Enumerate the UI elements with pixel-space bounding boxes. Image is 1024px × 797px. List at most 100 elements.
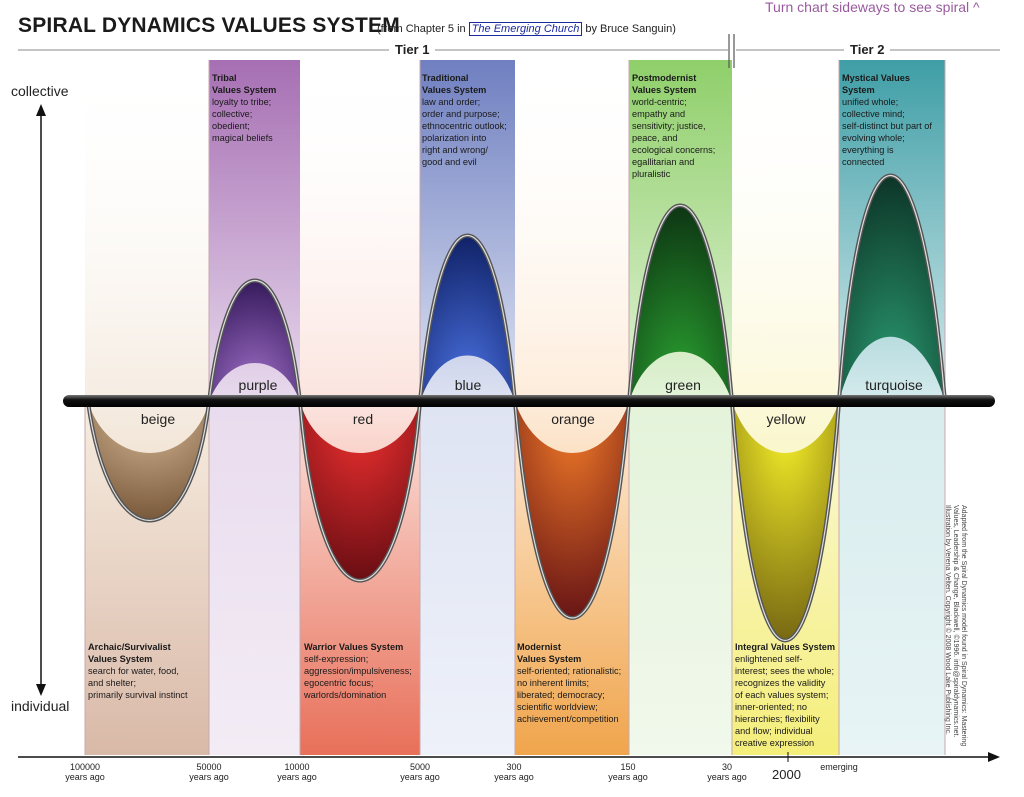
- center-rod: [63, 395, 995, 407]
- subtitle-prefix: (from Chapter 5 in: [377, 23, 469, 35]
- desc-line: self-distinct but part of: [842, 121, 932, 131]
- band-green: [629, 60, 732, 755]
- band-red: [300, 60, 420, 755]
- desc-yellow: Integral Values System enlightened self-…: [735, 641, 839, 749]
- tick-unit: years ago: [65, 772, 105, 782]
- desc-line: primarily survival instinct: [88, 690, 188, 700]
- desc-line: loyalty to tribe;: [212, 97, 272, 107]
- desc-heading: Tribal: [212, 73, 237, 83]
- desc-line: collective mind;: [842, 109, 905, 119]
- desc-purple: Tribal Values System loyalty to tribe; c…: [212, 72, 300, 144]
- credit-text: Adapted from the Spiral Dynamics model f…: [944, 505, 967, 747]
- tick-value: 150: [620, 762, 636, 772]
- desc-line: pluralistic: [632, 169, 671, 179]
- book-title-link[interactable]: The Emerging Church: [468, 22, 583, 36]
- tick-value: 100000: [69, 762, 101, 772]
- tick-unit: years ago: [400, 772, 440, 782]
- desc-line: obedient;: [212, 121, 250, 131]
- desc-heading: Warrior Values System: [304, 642, 404, 652]
- tick-30: 30 years ago: [692, 762, 762, 782]
- desc-line: ethnocentric outlook;: [422, 121, 507, 131]
- desc-line: good and evil: [422, 157, 477, 167]
- band-purple: [209, 60, 300, 755]
- desc-heading: Modernist: [517, 642, 561, 652]
- label-orange: orange: [551, 411, 595, 427]
- hump-purple: [209, 280, 300, 402]
- label-turquoise: turquoise: [865, 377, 923, 393]
- desc-heading: Mystical Values: [842, 73, 910, 83]
- desc-line: sensitivity; justice,: [632, 121, 706, 131]
- desc-line: aggression/impulsiveness;: [304, 666, 412, 676]
- tick-value: 50000: [196, 762, 222, 772]
- label-blue: blue: [454, 377, 482, 393]
- label-purple: purple: [238, 377, 278, 393]
- desc-heading: Integral Values System: [735, 642, 836, 652]
- desc-line: self-oriented; rationalistic;: [517, 666, 622, 676]
- collective-label: collective: [11, 83, 69, 99]
- band-orange: [515, 60, 629, 755]
- hump-orange: [515, 402, 629, 618]
- tick-5000: 5000 years ago: [385, 762, 455, 782]
- hump-yellow: [732, 402, 839, 641]
- subtitle-suffix: by Bruce Sanguin): [582, 23, 676, 35]
- desc-line: creative expression: [735, 738, 815, 748]
- diagram-subtitle: (from Chapter 5 in The Emerging Church b…: [377, 22, 676, 36]
- desc-heading: Values System: [632, 85, 697, 95]
- desc-line: world-centric;: [632, 97, 687, 107]
- desc-line: evolving whole;: [842, 133, 905, 143]
- desc-line: empathy and: [632, 109, 686, 119]
- band-beige: [85, 60, 209, 755]
- desc-line: scientific worldview;: [517, 702, 598, 712]
- desc-heading: System: [842, 85, 875, 95]
- tier-1-label: Tier 1: [389, 42, 436, 57]
- desc-heading: Values System: [88, 654, 153, 664]
- rotate-hint: Turn chart sideways to see spiral ^: [765, 0, 980, 15]
- hump-green: [629, 205, 732, 402]
- label-beige: beige: [140, 411, 176, 427]
- desc-line: liberated; democracy;: [517, 690, 605, 700]
- desc-turquoise: Mystical Values System unified whole; co…: [842, 72, 945, 168]
- desc-line: egocentric focus;: [304, 678, 374, 688]
- desc-line: everything is: [842, 145, 894, 155]
- desc-heading: Values System: [517, 654, 582, 664]
- desc-line: enlightened self-: [735, 654, 803, 664]
- tick-value: emerging: [820, 762, 858, 772]
- desc-green: Postmodernist Values System world-centri…: [632, 72, 732, 180]
- tick-10000: 10000 years ago: [262, 762, 332, 782]
- desc-red: Warrior Values System self-expression; a…: [304, 641, 420, 701]
- desc-line: search for water, food,: [88, 666, 179, 676]
- tick-150: 150 years ago: [593, 762, 663, 782]
- tick-value: 10000: [284, 762, 310, 772]
- desc-line: peace, and: [632, 133, 678, 143]
- year-2000-label: 2000: [772, 767, 801, 782]
- desc-line: of each values system;: [735, 690, 829, 700]
- credit-text-wrapper: Adapted from the Spiral Dynamics model f…: [944, 505, 967, 755]
- tick-emerging: emerging: [804, 762, 874, 772]
- label-yellow: yellow: [766, 411, 806, 427]
- desc-line: unified whole;: [842, 97, 899, 107]
- tick-value: 5000: [409, 762, 431, 772]
- hump-turquoise: [839, 175, 945, 402]
- desc-line: right and wrong/: [422, 145, 488, 155]
- diagram-title: SPIRAL DYNAMICS VALUES SYSTEM: [18, 14, 400, 37]
- desc-heading: Values System: [212, 85, 277, 95]
- desc-line: warlords/domination: [304, 690, 387, 700]
- time-axis: [18, 752, 1000, 762]
- label-red: red: [352, 411, 374, 427]
- tick-unit: years ago: [189, 772, 229, 782]
- desc-beige: Archaic/Survivalist Values System search…: [88, 641, 208, 701]
- desc-line: no inherent limits;: [517, 678, 590, 688]
- individual-label: individual: [11, 698, 70, 714]
- desc-line: recognizes the validity: [735, 678, 826, 688]
- desc-blue: Traditional Values System law and order;…: [422, 72, 517, 168]
- tick-unit: years ago: [494, 772, 534, 782]
- tick-unit: years ago: [707, 772, 747, 782]
- desc-line: and flow; individual: [735, 726, 813, 736]
- desc-line: inner-oriented; no: [735, 702, 808, 712]
- band-blue: [420, 60, 515, 755]
- desc-line: hierarchies; flexibility: [735, 714, 820, 724]
- tick-unit: years ago: [277, 772, 317, 782]
- desc-line: ecological concerns;: [632, 145, 716, 155]
- desc-line: order and purpose;: [422, 109, 500, 119]
